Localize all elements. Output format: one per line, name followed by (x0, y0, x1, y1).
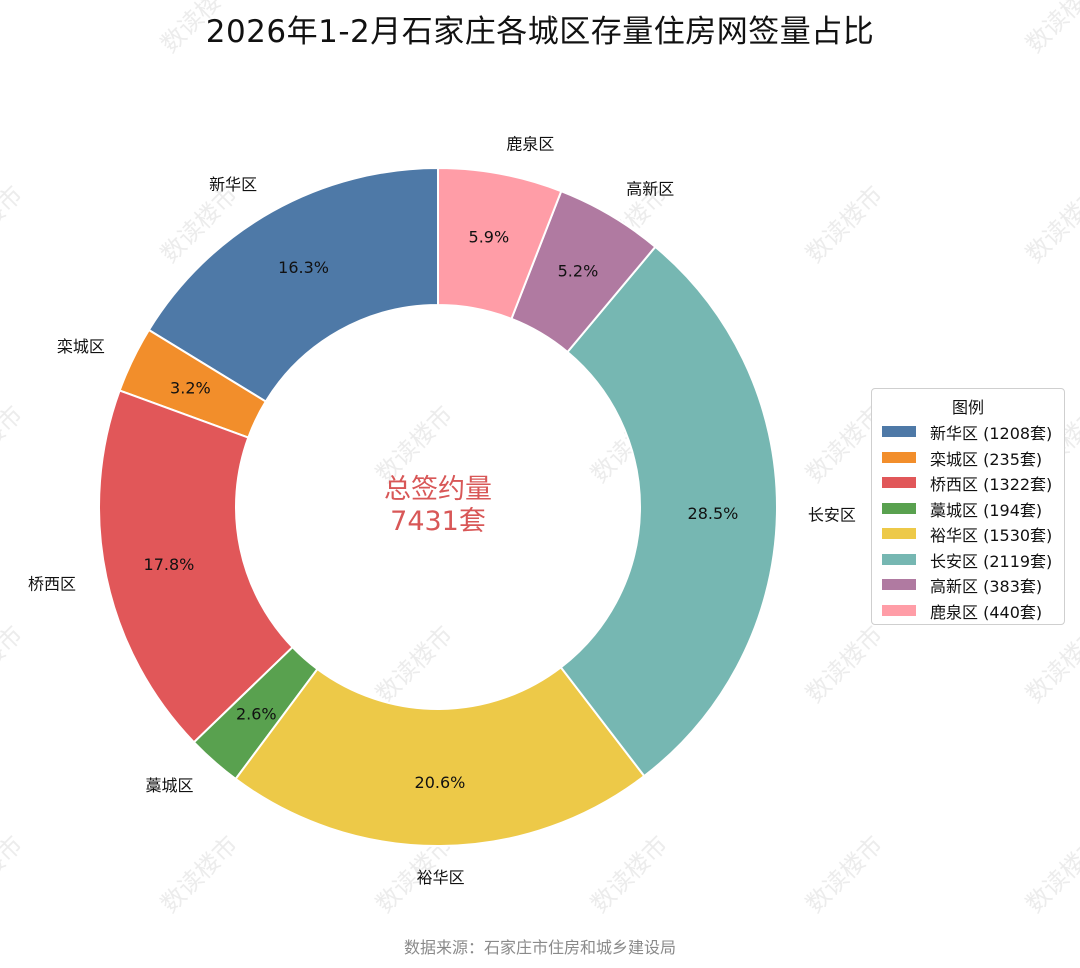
watermark-text: 数读楼市 (0, 401, 28, 489)
legend-label: 裕华区 (1530套) (930, 526, 1053, 545)
percent-label-5: 20.6% (415, 773, 466, 792)
percent-label-4: 2.6% (236, 704, 277, 723)
legend-item: 长安区 (2119套) (882, 547, 1062, 571)
legend-swatch (882, 426, 916, 437)
slice-label-5: 裕华区 (417, 868, 465, 887)
legend-label: 鹿泉区 (440套) (930, 602, 1043, 622)
donut-slices (98, 166, 778, 847)
slice-label-1: 新华区 (209, 175, 257, 194)
slice-8 (437, 166, 563, 321)
percent-label-2: 3.2% (170, 378, 211, 397)
percent-label-3: 17.8% (144, 555, 195, 574)
legend-label: 桥西区 (1322套) (930, 475, 1053, 494)
watermark-text: 数读楼市 (1021, 621, 1080, 709)
watermark-text: 数读楼市 (0, 831, 28, 919)
legend-item: 新华区 (1208套) (882, 419, 1062, 443)
slice-1 (147, 166, 439, 403)
chart-title: 2026年1-2月石家庄各城区存量住房网签量占比 (205, 14, 875, 50)
watermark-text: 数读楼市 (371, 621, 459, 709)
watermark-text: 数读楼市 (801, 181, 889, 269)
legend-item: 藁城区 (194套) (882, 496, 1062, 520)
source-note: 数据来源：石家庄市住房和城乡建设局 (403, 938, 676, 957)
legend-item: 鹿泉区 (440套) (882, 598, 1062, 622)
slice-label-7: 高新区 (626, 180, 674, 199)
legend-label: 高新区 (383套) (930, 577, 1043, 596)
center-total-value: 7431套 (390, 506, 486, 537)
watermark-text: 数读楼市 (1021, 0, 1080, 58)
watermark-text: 数读楼市 (801, 831, 889, 919)
legend-swatch (882, 451, 916, 463)
legend-item: 栾城区 (235套) (882, 445, 1062, 469)
legend-item: 桥西区 (1322套) (882, 470, 1062, 494)
percent-label-8: 5.9% (469, 228, 510, 247)
slice-label-2: 栾城区 (57, 337, 105, 356)
legend-swatch (882, 502, 916, 514)
legend-swatch (882, 604, 916, 616)
center-total-label: 总签约量 (384, 474, 492, 505)
legend-label: 藁城区 (194套) (930, 500, 1043, 520)
slice-label-4: 藁城区 (146, 776, 194, 795)
legend: 图例 新华区 (1208套) 栾城区 (235套) 桥西区 (1322套) 藁城区 (… (871, 388, 1065, 625)
watermark-text: 数读楼市 (156, 831, 244, 919)
slice-label-3: 桥西区 (28, 574, 76, 593)
percent-label-7: 5.2% (558, 261, 599, 280)
watermark-text: 数读楼市 (0, 181, 28, 269)
legend-swatch (882, 579, 916, 590)
percent-label-1: 16.3% (278, 258, 329, 277)
slice-3 (98, 389, 294, 744)
legend-title: 图例 (951, 398, 984, 417)
legend-label: 新华区 (1208套) (930, 424, 1053, 443)
legend-item: 高新区 (383套) (882, 572, 1062, 596)
legend-swatch (882, 528, 916, 539)
slice-label-8: 鹿泉区 (506, 134, 554, 153)
watermark-text: 数读楼市 (801, 621, 889, 709)
legend-item: 裕华区 (1530套) (882, 521, 1062, 545)
watermark-text: 数读楼市 (156, 0, 244, 58)
watermark-text: 数读楼市 (1021, 831, 1080, 919)
legend-swatch (882, 477, 916, 488)
slice-label-6: 长安区 (808, 506, 856, 525)
watermark-text: 数读楼市 (0, 621, 28, 709)
watermark-text: 数读楼市 (1021, 181, 1080, 269)
slice-6 (559, 245, 778, 778)
watermark-text: 数读楼市 (586, 831, 674, 919)
slice-5 (234, 665, 646, 847)
legend-swatch (882, 553, 916, 565)
legend-label: 栾城区 (235套) (930, 449, 1043, 469)
percent-label-6: 28.5% (688, 504, 739, 523)
percent-labels: 16.3% 3.2% 17.8% 2.6% 20.6% 28.5% 5.2% 5.9% (144, 228, 739, 792)
legend-label: 长安区 (2119套) (930, 551, 1053, 571)
